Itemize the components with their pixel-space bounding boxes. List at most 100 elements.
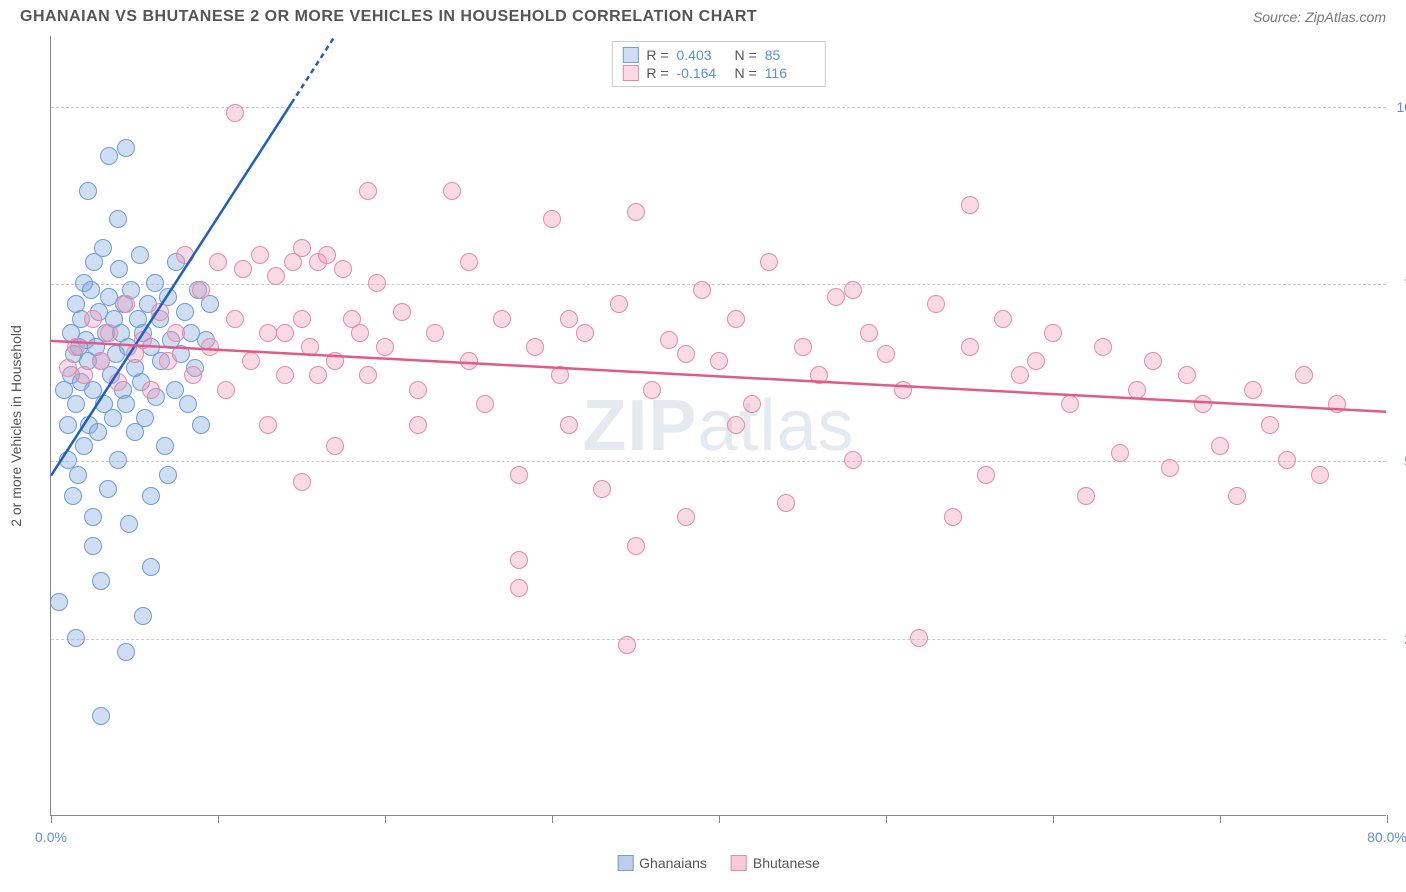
data-point <box>276 324 294 342</box>
data-point <box>117 643 135 661</box>
data-point <box>426 324 444 342</box>
xtick-label: 0.0% <box>35 829 67 845</box>
data-point <box>259 416 277 434</box>
data-point <box>159 466 177 484</box>
ytick-label: 100.0% <box>1397 99 1406 115</box>
data-point <box>176 246 194 264</box>
data-point <box>460 352 478 370</box>
data-point <box>510 579 528 597</box>
data-point <box>82 281 100 299</box>
data-point <box>217 381 235 399</box>
data-point <box>51 593 68 611</box>
data-point <box>176 303 194 321</box>
data-point <box>1244 381 1262 399</box>
data-point <box>75 437 93 455</box>
data-point <box>209 253 227 271</box>
data-point <box>167 324 185 342</box>
data-point <box>1061 395 1079 413</box>
data-point <box>251 246 269 264</box>
swatch-ghanaians <box>622 47 638 63</box>
data-point <box>1111 444 1129 462</box>
data-point <box>1077 487 1095 505</box>
series-legend: Ghanaians Bhutanese <box>617 855 820 871</box>
data-point <box>84 508 102 526</box>
data-point <box>551 366 569 384</box>
data-point <box>67 395 85 413</box>
data-point <box>326 437 344 455</box>
data-point <box>510 466 528 484</box>
data-point <box>142 381 160 399</box>
data-point <box>109 451 127 469</box>
data-point <box>69 466 87 484</box>
data-point <box>100 324 118 342</box>
data-point <box>493 310 511 328</box>
data-point <box>92 352 110 370</box>
trendlines-svg <box>51 36 1386 815</box>
data-point <box>1278 451 1296 469</box>
data-point <box>961 196 979 214</box>
data-point <box>94 239 112 257</box>
r-label: R = <box>646 65 668 81</box>
data-point <box>543 210 561 228</box>
data-point <box>99 480 117 498</box>
data-point <box>1311 466 1329 484</box>
legend-label-ghanaians: Ghanaians <box>639 855 707 871</box>
data-point <box>192 281 210 299</box>
data-point <box>727 310 745 328</box>
data-point <box>301 338 319 356</box>
data-point <box>994 310 1012 328</box>
data-point <box>1144 352 1162 370</box>
data-point <box>677 345 695 363</box>
data-point <box>109 210 127 228</box>
data-point <box>120 515 138 533</box>
data-point <box>117 139 135 157</box>
data-point <box>89 423 107 441</box>
data-point <box>64 487 82 505</box>
data-point <box>1011 366 1029 384</box>
data-point <box>131 246 149 264</box>
data-point <box>156 437 174 455</box>
data-point <box>409 381 427 399</box>
data-point <box>184 366 202 384</box>
data-point <box>827 288 845 306</box>
data-point <box>334 260 352 278</box>
plot-area <box>51 36 1386 815</box>
data-point <box>309 366 327 384</box>
y-axis-label: 2 or more Vehicles in Household <box>8 325 24 527</box>
data-point <box>1194 395 1212 413</box>
data-point <box>844 451 862 469</box>
gridline <box>51 107 1386 108</box>
data-point <box>351 324 369 342</box>
data-point <box>136 409 154 427</box>
data-point <box>1161 459 1179 477</box>
data-point <box>201 338 219 356</box>
xtick <box>1220 815 1221 823</box>
data-point <box>109 373 127 391</box>
data-point <box>944 508 962 526</box>
data-point <box>92 572 110 590</box>
data-point <box>84 537 102 555</box>
data-point <box>560 310 578 328</box>
data-point <box>576 324 594 342</box>
data-point <box>326 352 344 370</box>
xtick <box>385 815 386 823</box>
data-point <box>760 253 778 271</box>
data-point <box>710 352 728 370</box>
n-value-bhutanese: 116 <box>765 65 815 81</box>
data-point <box>810 366 828 384</box>
chart-title: GHANAIAN VS BHUTANESE 2 OR MORE VEHICLES… <box>20 8 757 26</box>
data-point <box>110 260 128 278</box>
corr-row-ghanaians: R = 0.403 N = 85 <box>622 46 814 64</box>
n-label: N = <box>735 65 757 81</box>
data-point <box>1261 416 1279 434</box>
data-point <box>618 636 636 654</box>
data-point <box>67 338 85 356</box>
data-point <box>1295 366 1313 384</box>
swatch-bhutanese <box>622 65 638 81</box>
data-point <box>526 338 544 356</box>
gridline <box>51 284 1386 285</box>
data-point <box>226 310 244 328</box>
data-point <box>179 395 197 413</box>
data-point <box>259 324 277 342</box>
chart-source: Source: ZipAtlas.com <box>1253 9 1386 25</box>
